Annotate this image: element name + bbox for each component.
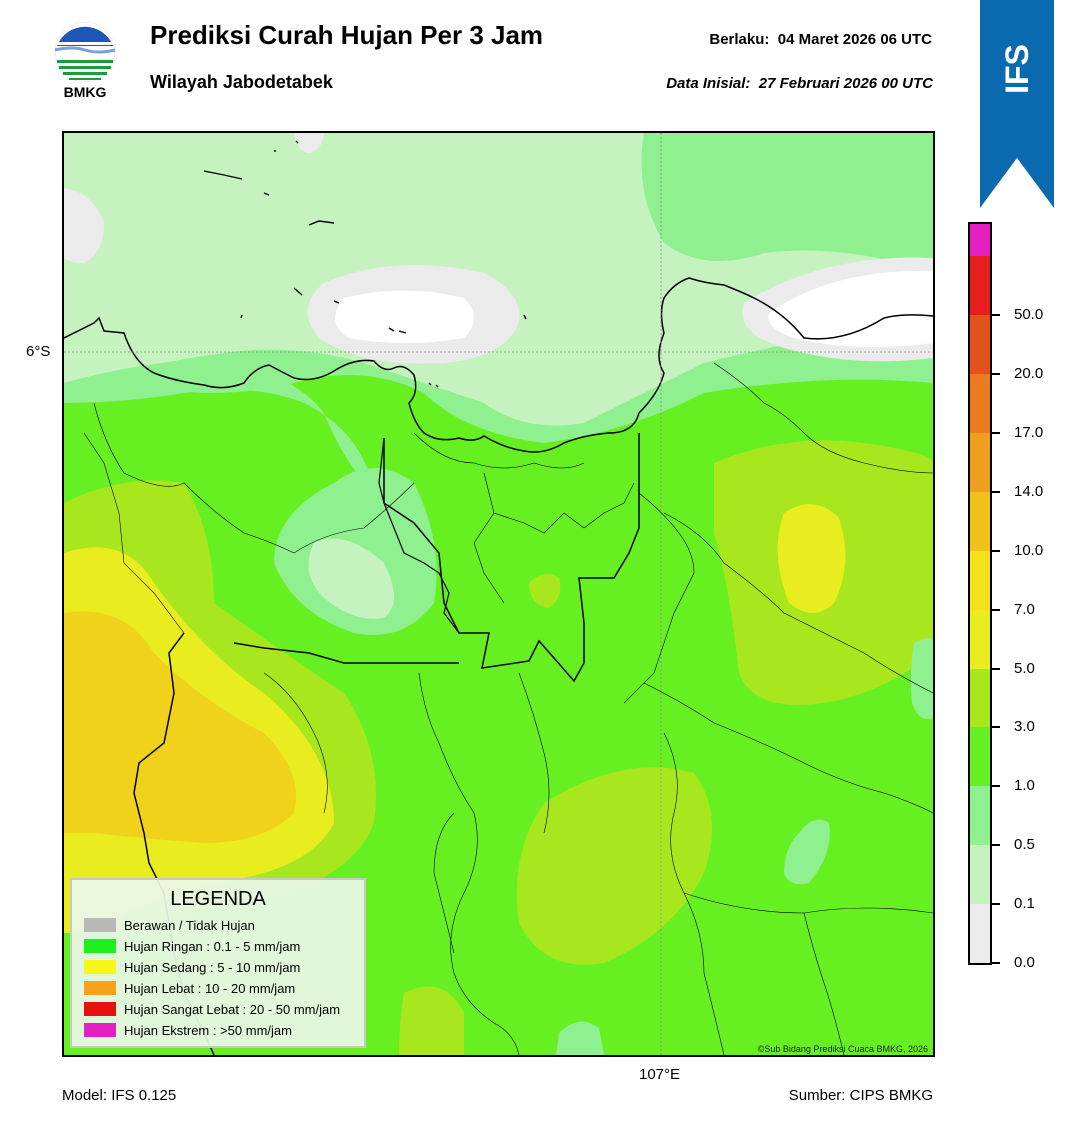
no-rain-zone-top (294, 133, 324, 153)
colorbar-label: 20.0 (1014, 365, 1044, 383)
rain-zone-0p5-spot-east (784, 819, 830, 885)
colorbar-tick (992, 490, 1000, 493)
colorbar-tick (992, 726, 1000, 729)
rain-zone-0p5-spot-edge (910, 638, 933, 719)
colorbar-tick (992, 962, 1000, 964)
no-rain-zone-west (64, 188, 104, 263)
bmkg-logo: BMKG (52, 20, 118, 102)
rain-zone-3to5-south (516, 767, 712, 965)
colorbar-tick (992, 667, 1000, 670)
colorbar-tick (992, 608, 1000, 611)
ribbon-text: IFS (998, 44, 1035, 94)
initial-value: 27 Februari 2026 00 UTC (758, 75, 933, 92)
initial-time: Data Inisial: 27 Februari 2026 00 UTC (666, 75, 933, 92)
source-label: Sumber: CIPS BMKG (788, 1087, 933, 1104)
logo-text: BMKG (63, 84, 107, 100)
province-border-inner (378, 437, 460, 634)
page-title: Prediksi Curah Hujan Per 3 Jam (150, 20, 544, 50)
colorbar-tick (992, 432, 1000, 435)
colorbar-label: 17.0 (1014, 424, 1044, 442)
legend-swatch (84, 960, 116, 974)
legend-swatch (84, 981, 116, 995)
colorbar-segment (970, 727, 990, 787)
colorbar-segment (970, 315, 990, 375)
colorbar-segment (970, 374, 990, 434)
legend-swatch (84, 939, 116, 953)
lat-label: 6°S (26, 343, 51, 360)
colorbar-tick (992, 785, 1000, 788)
rain-zone-3to5-small (529, 574, 561, 608)
legend-item: Hujan Ringan : 0.1 - 5 mm/jam (84, 937, 300, 955)
colorbar-segment (970, 845, 990, 905)
colorbar-label: 0.5 (1014, 836, 1035, 854)
region-subtitle: Wilayah Jabodetabek (150, 72, 333, 92)
valid-time: Berlaku: 04 Maret 2026 06 UTC (709, 31, 932, 48)
colorbar-tick (992, 314, 1000, 317)
colorbar-segment (970, 904, 990, 963)
colorbar-label: 0.0 (1014, 954, 1035, 971)
colorbar-tick (992, 903, 1000, 906)
rain-zone-0p5-spot-south (556, 1021, 604, 1055)
legend-swatch (84, 918, 116, 932)
colorbar-segment (970, 786, 990, 846)
colorbar-segment (970, 668, 990, 728)
valid-value: 04 Maret 2026 06 UTC (777, 31, 932, 48)
legend-label: Hujan Lebat : 10 - 20 mm/jam (124, 980, 296, 996)
legend-item: Hujan Sangat Lebat : 20 - 50 mm/jam (84, 1000, 340, 1018)
colorbar-label: 1.0 (1014, 777, 1035, 795)
valid-label: Berlaku: (709, 31, 770, 48)
colorbar-tick (992, 549, 1000, 552)
colorbar-segment (970, 550, 990, 610)
colorbar-label: 0.1 (1014, 895, 1035, 913)
province-border-jakarta (383, 433, 640, 683)
legend-label: Berawan / Tidak Hujan (124, 917, 255, 933)
legend-label: Hujan Sangat Lebat : 20 - 50 mm/jam (124, 1001, 341, 1017)
ifs-ribbon: IFS (980, 0, 1054, 208)
rain-zone-3to5-bottom (399, 986, 464, 1055)
legend-label: Hujan Ekstrem : >50 mm/jam (124, 1022, 292, 1038)
colorbar-label: 14.0 (1014, 482, 1044, 500)
rain-zone-7to10-southwest (64, 611, 296, 843)
lon-label: 107°E (639, 1066, 681, 1083)
colorbar-segment (970, 256, 990, 316)
colorbar-segment (970, 491, 990, 551)
colorbar (968, 222, 992, 965)
colorbar-label: 7.0 (1014, 600, 1035, 618)
province-border-banten (233, 642, 459, 664)
colorbar-label: 5.0 (1014, 659, 1035, 677)
rain-zone-0p5-west (64, 358, 374, 493)
legend-box: LEGENDA Berawan / Tidak Hujan Hujan Ringa… (70, 878, 366, 1048)
colorbar-segment (970, 433, 990, 492)
legend-item: Hujan Ekstrem : >50 mm/jam (84, 1021, 292, 1039)
no-rain-zone-northeast-core (768, 270, 933, 347)
district-borders (83, 362, 933, 1055)
colorbar-segment (970, 224, 990, 257)
legend-item: Hujan Lebat : 10 - 20 mm/jam (84, 979, 295, 997)
legend-title: LEGENDA (170, 888, 266, 910)
thousand-islands (203, 140, 527, 388)
legend-item: Hujan Sedang : 5 - 10 mm/jam (84, 958, 300, 976)
legend-label: Hujan Sedang : 5 - 10 mm/jam (124, 959, 301, 975)
colorbar-segment (970, 609, 990, 669)
colorbar-label: 50.0 (1014, 306, 1044, 324)
colorbar-label: 10.0 (1014, 541, 1044, 559)
rain-zone-0p5-northeast (644, 133, 933, 253)
legend-swatch (84, 1023, 116, 1037)
rain-zone-0p1-central (308, 538, 394, 619)
initial-label: Data Inisial: (666, 75, 751, 92)
no-rain-zone-north-core (335, 290, 474, 343)
rain-zone-0p1-north (64, 133, 933, 426)
colorbar-label: 3.0 (1014, 718, 1035, 736)
model-label: Model: IFS 0.125 (62, 1087, 177, 1104)
legend-item: Berawan / Tidak Hujan (84, 916, 255, 934)
coastline (64, 277, 933, 453)
colorbar-tick (992, 844, 1000, 847)
rain-zone-5to7-east (777, 504, 846, 613)
map-credit: ©Sub Bidang Prediksi Cuaca BMKG, 2026 (757, 1044, 928, 1054)
legend-label: Hujan Ringan : 0.1 - 5 mm/jam (124, 938, 301, 954)
legend-swatch (84, 1002, 116, 1016)
colorbar-tick (992, 373, 1000, 376)
